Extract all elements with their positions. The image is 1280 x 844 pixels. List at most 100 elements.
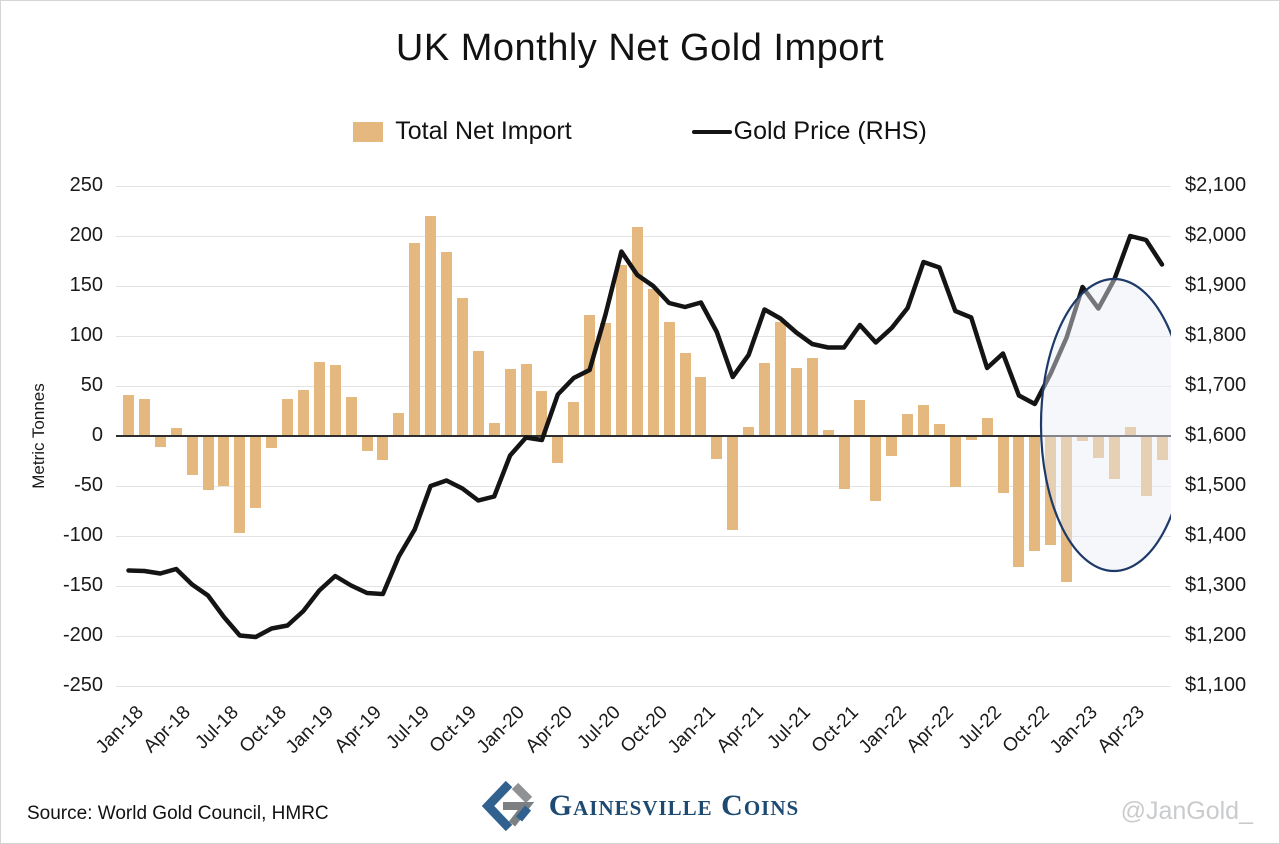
zero-axis-line bbox=[116, 435, 1171, 437]
bar-Sep-22 bbox=[1013, 437, 1025, 567]
bar-Oct-19 bbox=[456, 298, 468, 436]
legend: Total Net Import Gold Price (RHS) bbox=[1, 117, 1279, 146]
left-axis-tick-label: -100 bbox=[62, 524, 103, 546]
bar-Jun-22 bbox=[965, 437, 977, 440]
bar-Nov-20 bbox=[663, 322, 675, 436]
brand-name: Gainesville Coins bbox=[548, 789, 800, 822]
bar-Apr-22 bbox=[933, 424, 945, 436]
bar-Feb-18 bbox=[138, 399, 150, 436]
bar-Nov-18 bbox=[282, 399, 293, 436]
bar-Aug-19 bbox=[425, 216, 437, 436]
plot-area bbox=[116, 186, 1171, 687]
right-axis-tick-label: $1,900 bbox=[1185, 274, 1247, 296]
bar-Feb-19 bbox=[329, 365, 341, 436]
gold-price-line-layer bbox=[126, 233, 1171, 640]
bar-Jun-19 bbox=[393, 413, 405, 436]
bar-Dec-20 bbox=[679, 353, 691, 436]
gold-price-line bbox=[126, 233, 1165, 640]
bar-Dec-22 bbox=[1061, 437, 1073, 582]
bar-Jun-21 bbox=[774, 322, 786, 436]
right-axis-tick-label: $1,200 bbox=[1185, 624, 1247, 646]
gridline bbox=[116, 386, 1171, 387]
legend-item-gold-price: Gold Price (RHS) bbox=[691, 117, 927, 146]
bar-Dec-21 bbox=[870, 437, 882, 501]
bar-Jul-19 bbox=[409, 243, 421, 436]
bar-Mar-22 bbox=[918, 405, 929, 436]
source-note: Source: World Gold Council, HMRC bbox=[27, 803, 329, 824]
chart-title: UK Monthly Net Gold Import bbox=[395, 27, 885, 69]
bar-Feb-20 bbox=[520, 364, 532, 436]
bar-Oct-22 bbox=[1029, 437, 1041, 551]
bar-Jul-20 bbox=[600, 323, 611, 436]
twitter-handle: @JanGold_ bbox=[1120, 797, 1253, 825]
bar-Feb-21 bbox=[711, 437, 723, 459]
bar-May-21 bbox=[759, 363, 770, 436]
gridline bbox=[116, 336, 1171, 337]
left-axis-tick-label: -250 bbox=[62, 674, 103, 696]
right-axis-tick-label: $1,600 bbox=[1185, 424, 1247, 446]
bar-Jan-18 bbox=[123, 395, 134, 436]
bar-Sep-20 bbox=[631, 227, 643, 436]
bar-May-23 bbox=[1140, 437, 1152, 496]
bar-Jan-20 bbox=[504, 369, 516, 436]
brand-lockup: Gainesville Coins bbox=[1, 779, 1279, 833]
legend-item-net-import: Total Net Import bbox=[353, 117, 572, 146]
left-axis-tick-label: -150 bbox=[62, 574, 103, 596]
right-axis-tick-label: $1,500 bbox=[1185, 474, 1247, 496]
bar-swatch-icon bbox=[353, 121, 384, 142]
bar-Apr-18 bbox=[170, 428, 182, 436]
bar-Nov-22 bbox=[1045, 437, 1057, 545]
gridline bbox=[116, 536, 1171, 537]
bar-Aug-22 bbox=[997, 437, 1009, 493]
bar-Mar-18 bbox=[154, 437, 166, 447]
bar-Aug-18 bbox=[234, 437, 246, 533]
bar-Dec-19 bbox=[488, 423, 500, 436]
bar-Jan-23 bbox=[1077, 437, 1088, 441]
bar-Jul-18 bbox=[218, 437, 230, 486]
gridline bbox=[116, 236, 1171, 237]
bar-May-20 bbox=[568, 402, 580, 436]
bar-Feb-23 bbox=[1092, 437, 1104, 458]
bar-Mar-19 bbox=[345, 397, 357, 436]
right-axis-tick-label: $1,300 bbox=[1185, 574, 1247, 596]
bar-May-22 bbox=[949, 437, 961, 487]
bar-Sep-18 bbox=[250, 437, 262, 508]
gridline bbox=[116, 186, 1171, 187]
bar-Oct-20 bbox=[647, 289, 659, 436]
legend-label-gold-price: Gold Price (RHS) bbox=[733, 117, 927, 145]
bar-Jan-19 bbox=[313, 362, 325, 436]
gridline bbox=[116, 486, 1171, 487]
bar-Nov-21 bbox=[854, 400, 866, 436]
bar-Sep-21 bbox=[822, 430, 834, 436]
gridline bbox=[116, 286, 1171, 287]
left-axis-tick-label: -200 bbox=[62, 624, 103, 646]
bar-Jun-23 bbox=[1156, 437, 1168, 460]
bar-Nov-19 bbox=[472, 351, 484, 436]
bar-May-19 bbox=[377, 437, 389, 460]
left-axis-tick-label: 200 bbox=[69, 224, 103, 246]
right-axis-tick-label: $1,800 bbox=[1185, 324, 1247, 346]
line-swatch-icon bbox=[691, 129, 732, 134]
bar-Apr-19 bbox=[361, 437, 373, 451]
bar-Mar-20 bbox=[536, 391, 548, 436]
bar-Jan-21 bbox=[695, 377, 707, 436]
right-axis-tick-label: $1,400 bbox=[1185, 524, 1247, 546]
left-axis-tick-label: -50 bbox=[74, 474, 103, 496]
bar-Dec-18 bbox=[297, 390, 309, 436]
bar-Feb-22 bbox=[902, 414, 914, 436]
legend-label-net-import: Total Net Import bbox=[395, 117, 572, 145]
bar-May-18 bbox=[186, 437, 198, 475]
bar-Jul-21 bbox=[790, 368, 802, 436]
bar-Apr-23 bbox=[1124, 427, 1136, 436]
bar-Jul-22 bbox=[981, 418, 993, 436]
bar-Mar-21 bbox=[727, 437, 739, 530]
bar-Jun-20 bbox=[584, 315, 596, 436]
highlight-ellipse bbox=[1039, 277, 1171, 573]
left-axis-tick-label: 50 bbox=[80, 374, 103, 396]
bar-Sep-19 bbox=[441, 252, 452, 436]
bar-Jan-22 bbox=[886, 437, 898, 456]
bar-Apr-20 bbox=[552, 437, 564, 463]
bar-Mar-23 bbox=[1108, 437, 1120, 479]
right-axis-tick-label: $1,700 bbox=[1185, 374, 1247, 396]
